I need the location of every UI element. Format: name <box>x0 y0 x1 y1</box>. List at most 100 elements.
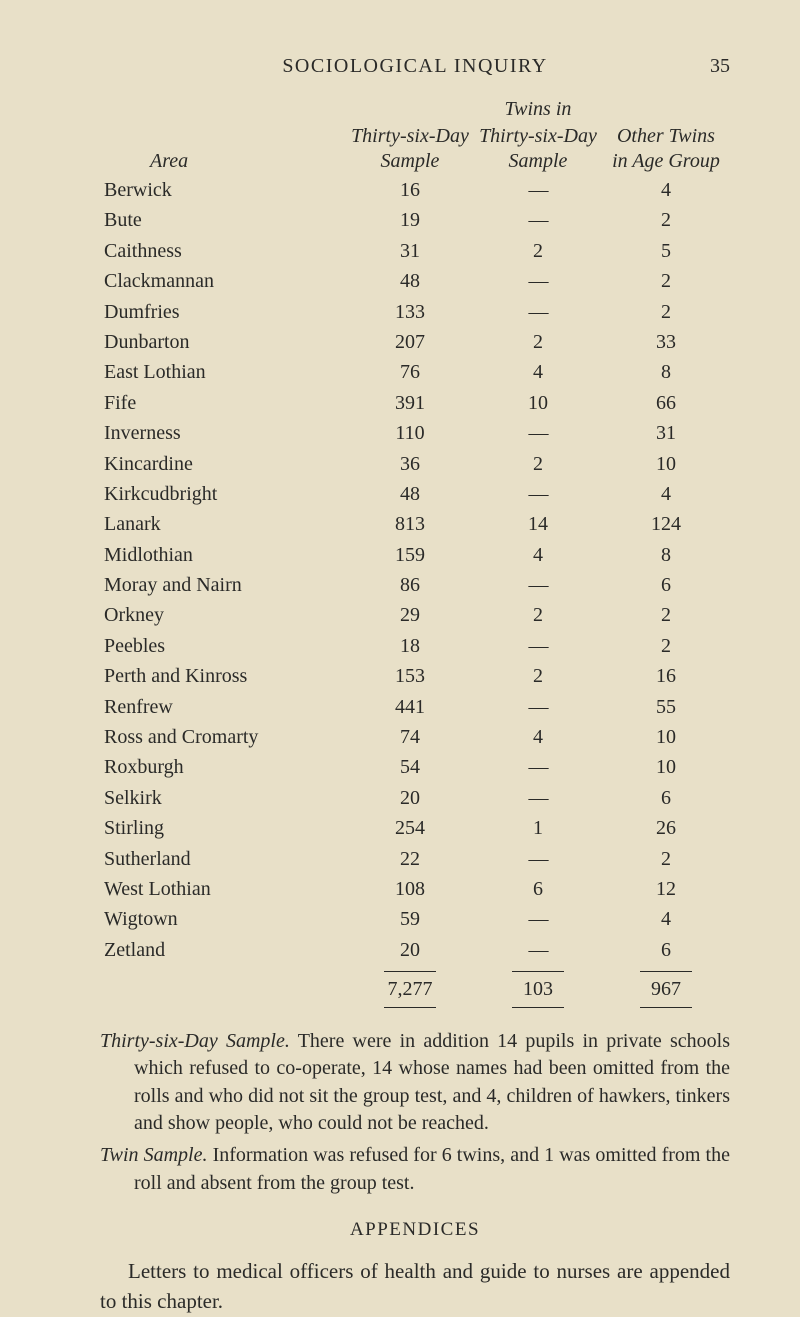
cell-value: 813 <box>346 509 474 539</box>
cell-area: Lanark <box>100 509 346 539</box>
cell-value: — <box>474 175 602 205</box>
cell-value: 2 <box>602 844 730 874</box>
cell-value: 2 <box>474 236 602 266</box>
cell-area: Dumfries <box>100 297 346 327</box>
cell-area: Stirling <box>100 813 346 843</box>
cell-value: — <box>474 297 602 327</box>
running-title: SOCIOLOGICAL INQUIRY <box>100 55 690 78</box>
cell-value: 16 <box>346 175 474 205</box>
table-row: Renfrew441—55 <box>100 692 730 722</box>
cell-value: 66 <box>602 388 730 418</box>
cell-value: — <box>474 418 602 448</box>
cell-value: 110 <box>346 418 474 448</box>
table-row: Zetland20—6 <box>100 935 730 965</box>
cell-area: Berwick <box>100 175 346 205</box>
table-row: Inverness110—31 <box>100 418 730 448</box>
cell-area: Dunbarton <box>100 327 346 357</box>
cell-area: Wigtown <box>100 904 346 934</box>
col-header-twins-super-label: Twins in <box>505 98 572 120</box>
cell-value: 2 <box>602 631 730 661</box>
page-number: 35 <box>690 55 730 78</box>
table-row: Berwick16—4 <box>100 175 730 205</box>
table-row: Orkney2922 <box>100 600 730 630</box>
cell-value: 48 <box>346 266 474 296</box>
page: SOCIOLOGICAL INQUIRY 35 Area Thirty-six-… <box>0 0 800 1315</box>
col-header-sample-l2: Sample <box>381 150 440 172</box>
cell-area: Bute <box>100 205 346 235</box>
cell-value: 16 <box>602 661 730 691</box>
table-row: Ross and Cromarty74410 <box>100 722 730 752</box>
cell-value: 26 <box>602 813 730 843</box>
cell-value: 4 <box>602 904 730 934</box>
cell-value: 12 <box>602 874 730 904</box>
cell-area: Fife <box>100 388 346 418</box>
cell-area: Orkney <box>100 600 346 630</box>
page-header: SOCIOLOGICAL INQUIRY 35 <box>100 55 730 78</box>
cell-total: 103 <box>474 965 602 1009</box>
cell-value: 6 <box>602 570 730 600</box>
cell-value: 20 <box>346 783 474 813</box>
cell-value: 5 <box>602 236 730 266</box>
cell-value: 391 <box>346 388 474 418</box>
cell-value: 74 <box>346 722 474 752</box>
table-row: Clackmannan48—2 <box>100 266 730 296</box>
cell-value: 2 <box>602 600 730 630</box>
col-header-sample: Thirty-six-Day Sample <box>346 96 474 175</box>
cell-value: 441 <box>346 692 474 722</box>
table-row: Kincardine36210 <box>100 449 730 479</box>
cell-value: — <box>474 479 602 509</box>
cell-area: Renfrew <box>100 692 346 722</box>
cell-value: 6 <box>474 874 602 904</box>
cell-value: 2 <box>474 661 602 691</box>
table-row: Kirkcudbright48—4 <box>100 479 730 509</box>
table-row: Selkirk20—6 <box>100 783 730 813</box>
cell-value: — <box>474 266 602 296</box>
cell-value: 124 <box>602 509 730 539</box>
col-header-sample-l1: Thirty-six-Day <box>351 125 469 147</box>
cell-value: 207 <box>346 327 474 357</box>
cell-area: Kincardine <box>100 449 346 479</box>
cell-value: 14 <box>474 509 602 539</box>
cell-value: 20 <box>346 935 474 965</box>
cell-value: 10 <box>602 449 730 479</box>
col-header-other-l1: Other Twins <box>617 125 715 147</box>
cell-value: — <box>474 692 602 722</box>
table-head: Area Thirty-six-Day Sample Twins in Othe… <box>100 96 730 175</box>
table-row: Lanark81314124 <box>100 509 730 539</box>
table-row: Peebles18—2 <box>100 631 730 661</box>
cell-value: 31 <box>602 418 730 448</box>
cell-value: 55 <box>602 692 730 722</box>
table-row: Sutherland22—2 <box>100 844 730 874</box>
table-row: Roxburgh54—10 <box>100 752 730 782</box>
cell-area: Ross and Cromarty <box>100 722 346 752</box>
table-row: Perth and Kinross153216 <box>100 661 730 691</box>
table-row: Caithness3125 <box>100 236 730 266</box>
cell-value: — <box>474 205 602 235</box>
cell-value: 2 <box>474 327 602 357</box>
cell-value: — <box>474 935 602 965</box>
col-header-twins-l1: Thirty-six-Day <box>479 125 597 147</box>
cell-value: 19 <box>346 205 474 235</box>
cell-value: 8 <box>602 540 730 570</box>
table-row: Wigtown59—4 <box>100 904 730 934</box>
cell-value: 2 <box>602 297 730 327</box>
col-header-twins-super: Twins in <box>474 96 602 123</box>
cell-value: 29 <box>346 600 474 630</box>
cell-value: 22 <box>346 844 474 874</box>
cell-value: 48 <box>346 479 474 509</box>
cell-area: Caithness <box>100 236 346 266</box>
cell-total: 967 <box>602 965 730 1009</box>
cell-value: 2 <box>602 266 730 296</box>
cell-area: Kirkcudbright <box>100 479 346 509</box>
cell-value: 6 <box>602 935 730 965</box>
para1-lead: Thirty-six-Day Sample. <box>100 1030 290 1052</box>
cell-area: West Lothian <box>100 874 346 904</box>
body-text: Thirty-six-Day Sample. There were in add… <box>100 1028 730 1317</box>
table-row: Stirling254126 <box>100 813 730 843</box>
cell-value: — <box>474 904 602 934</box>
table-body: Berwick16—4Bute19—2Caithness3125Clackman… <box>100 175 730 1010</box>
table-totals-row: 7,277103967 <box>100 965 730 1009</box>
cell-value: 10 <box>474 388 602 418</box>
col-header-area: Area <box>100 96 346 175</box>
cell-area: Selkirk <box>100 783 346 813</box>
